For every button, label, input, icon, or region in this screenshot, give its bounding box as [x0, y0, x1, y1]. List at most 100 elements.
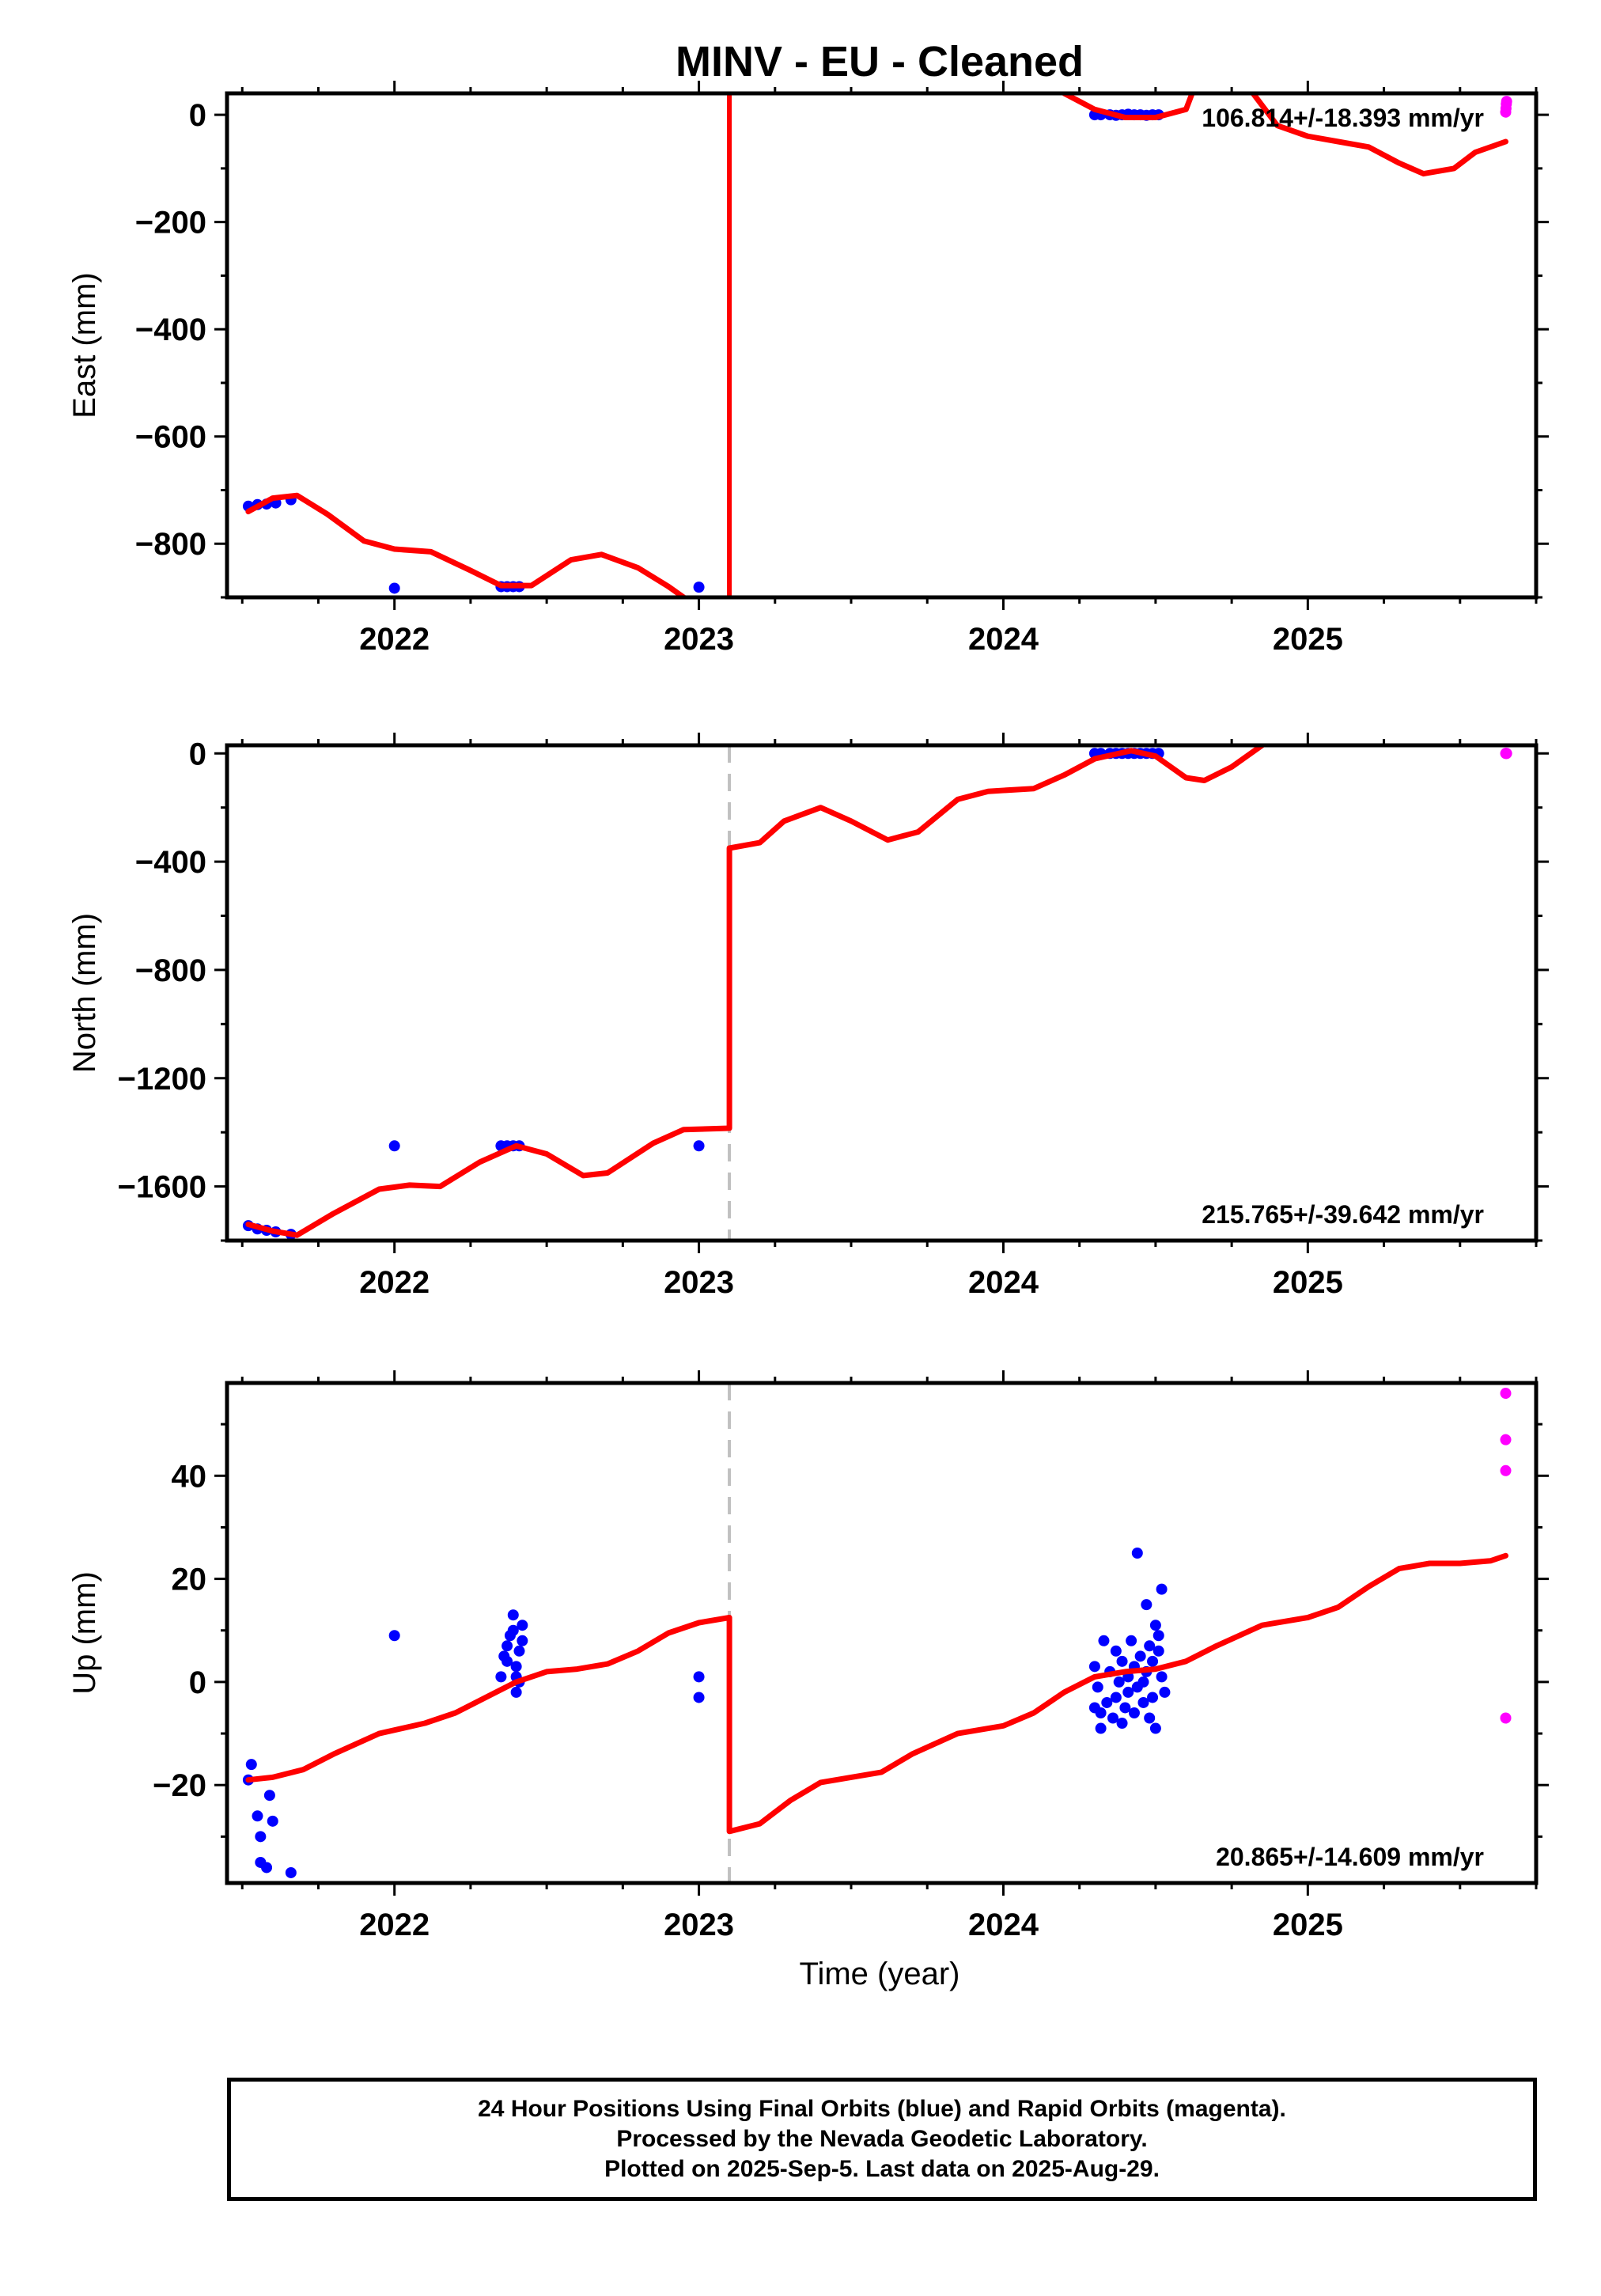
- final-orbit-point-10: [693, 582, 705, 593]
- x-tick-label: 2022: [359, 1265, 430, 1300]
- final-orbit-point-55: [1147, 1655, 1159, 1667]
- final-orbit-point-60: [1152, 1645, 1164, 1657]
- final-orbit-point-26: [1088, 1661, 1100, 1673]
- final-orbit-point-17: [510, 1661, 522, 1673]
- final-orbit-point-9: [388, 1630, 400, 1642]
- y-tick-label: −400: [135, 845, 206, 880]
- chart-title: MINV - EU - Cleaned: [676, 38, 1084, 85]
- final-orbit-point-32: [1101, 1696, 1113, 1708]
- final-orbit-point-36: [1110, 1692, 1122, 1703]
- final-orbit-point-58: [1149, 1722, 1161, 1734]
- x-tick-label: 2023: [664, 1908, 734, 1942]
- panel-0: 2022 2023 2024 2025 0 −200 −400 −600 −800 East (m…: [67, 81, 1549, 657]
- final-orbit-point-42: [1122, 1686, 1134, 1698]
- final-orbit-point-62: [1156, 1671, 1168, 1683]
- x-tick-label: 2023: [664, 622, 734, 657]
- y-axis-label: Up (mm): [67, 1571, 102, 1695]
- x-axis-label: Time (year): [800, 1957, 960, 1991]
- model-curve-0: [245, 745, 1266, 1238]
- model-curve-0: [245, 492, 687, 597]
- final-orbit-point-30: [1095, 1722, 1107, 1734]
- final-orbit-point-22: [517, 1635, 528, 1646]
- final-orbit-point-8: [285, 1866, 297, 1878]
- final-orbit-point-1: [245, 1759, 257, 1771]
- final-orbit-point-12: [501, 1640, 513, 1652]
- final-orbit-point-35: [1110, 1645, 1122, 1657]
- x-tick-label: 2022: [359, 622, 430, 657]
- model-curve-0: [245, 1552, 1508, 1835]
- final-orbit-point-59: [1152, 1630, 1164, 1642]
- y-tick-label: 0: [189, 98, 206, 133]
- final-orbit-point-7: [267, 1815, 278, 1827]
- plot-area: [242, 745, 1512, 1241]
- final-orbit-point-43: [1126, 1635, 1137, 1646]
- x-tick-label: 2024: [968, 622, 1039, 657]
- final-orbit-point-10: [495, 1671, 507, 1683]
- final-orbit-point-18: [513, 1645, 525, 1657]
- footer-caption-box: 24 Hour Positions Using Final Orbits (bl…: [227, 2078, 1537, 2201]
- model-curve-1: [1061, 93, 1195, 120]
- final-orbit-point-54: [1144, 1640, 1156, 1652]
- y-tick-label: 0: [189, 1665, 206, 1700]
- y-tick-label: −1600: [118, 1170, 206, 1205]
- final-orbit-point-61: [1156, 1583, 1168, 1595]
- x-tick-label: 2023: [664, 1265, 734, 1300]
- footer-line-2: Processed by the Nevada Geodetic Laborat…: [616, 2126, 1148, 2152]
- final-orbit-point-39: [1116, 1655, 1128, 1667]
- y-tick-label: 20: [172, 1563, 207, 1597]
- final-orbit-point-5: [261, 1862, 273, 1874]
- panel-2: 2022 2023 2024 2025 40 20 0 −20 Up (mm) 20.865+/-…: [67, 1370, 1549, 1942]
- x-tick-label: 2022: [359, 1908, 430, 1942]
- footer-line-3: Plotted on 2025-Sep-5. Last data on 2025…: [604, 2156, 1160, 2182]
- final-orbit-point-37: [1113, 1676, 1125, 1688]
- final-orbit-point-10: [693, 1140, 705, 1152]
- plot-frame: [225, 1381, 1539, 1885]
- y-axis-label: North (mm): [67, 913, 102, 1073]
- final-orbit-point-40: [1119, 1702, 1131, 1714]
- final-orbit-point-29: [1095, 1707, 1107, 1718]
- final-orbit-point-56: [1147, 1692, 1159, 1703]
- velocity-annotation: 20.865+/-14.609 mm/yr: [1216, 1843, 1484, 1871]
- x-tick-label: 2025: [1273, 1908, 1343, 1942]
- final-orbit-point-38: [1116, 1718, 1128, 1730]
- y-tick-label: −600: [135, 420, 206, 455]
- x-tick-label: 2024: [968, 1908, 1039, 1942]
- final-orbit-point-53: [1144, 1712, 1156, 1724]
- velocity-annotation: 106.814+/-18.393 mm/yr: [1202, 104, 1484, 132]
- final-orbit-point-25: [693, 1692, 705, 1703]
- final-orbit-point-63: [1159, 1686, 1171, 1698]
- plot-area: [242, 1388, 1512, 1878]
- y-tick-label: 40: [172, 1459, 207, 1494]
- y-tick-label: −800: [135, 953, 206, 988]
- final-orbit-point-34: [1107, 1712, 1119, 1724]
- footer-line-1: 24 Hour Positions Using Final Orbits (bl…: [478, 2096, 1286, 2122]
- final-orbit-point-49: [1137, 1696, 1149, 1708]
- final-orbit-point-28: [1092, 1681, 1103, 1693]
- x-tick-label: 2025: [1273, 622, 1343, 657]
- model-curve-2: [1250, 93, 1508, 177]
- final-orbit-point-21: [517, 1620, 528, 1631]
- y-tick-label: −800: [135, 527, 206, 562]
- x-tick-label: 2025: [1273, 1265, 1343, 1300]
- final-orbit-point-5: [388, 1140, 400, 1152]
- plot-area: [242, 93, 1512, 597]
- final-orbit-point-44: [1128, 1707, 1140, 1718]
- y-axis-label: East (mm): [67, 272, 102, 418]
- y-tick-label: −1200: [118, 1062, 206, 1097]
- plot-frame: [225, 91, 1539, 600]
- panel-1: 2022 2023 2024 2025 0 −400 −800 −1200 −1600 North…: [67, 733, 1549, 1300]
- plot-frame: [225, 743, 1539, 1243]
- velocity-annotation: 215.765+/-39.642 mm/yr: [1202, 1200, 1484, 1229]
- rapid-orbit-point-0: [1500, 1388, 1512, 1400]
- rapid-orbit-point-3: [1501, 96, 1512, 108]
- y-tick-label: −20: [153, 1768, 206, 1803]
- final-orbit-point-5: [388, 582, 400, 594]
- final-orbit-point-47: [1131, 1548, 1143, 1559]
- y-tick-label: −400: [135, 313, 206, 347]
- y-tick-label: −200: [135, 206, 206, 241]
- final-orbit-point-51: [1141, 1599, 1152, 1611]
- y-tick-label: 0: [189, 737, 206, 771]
- final-orbit-point-2: [252, 1810, 263, 1822]
